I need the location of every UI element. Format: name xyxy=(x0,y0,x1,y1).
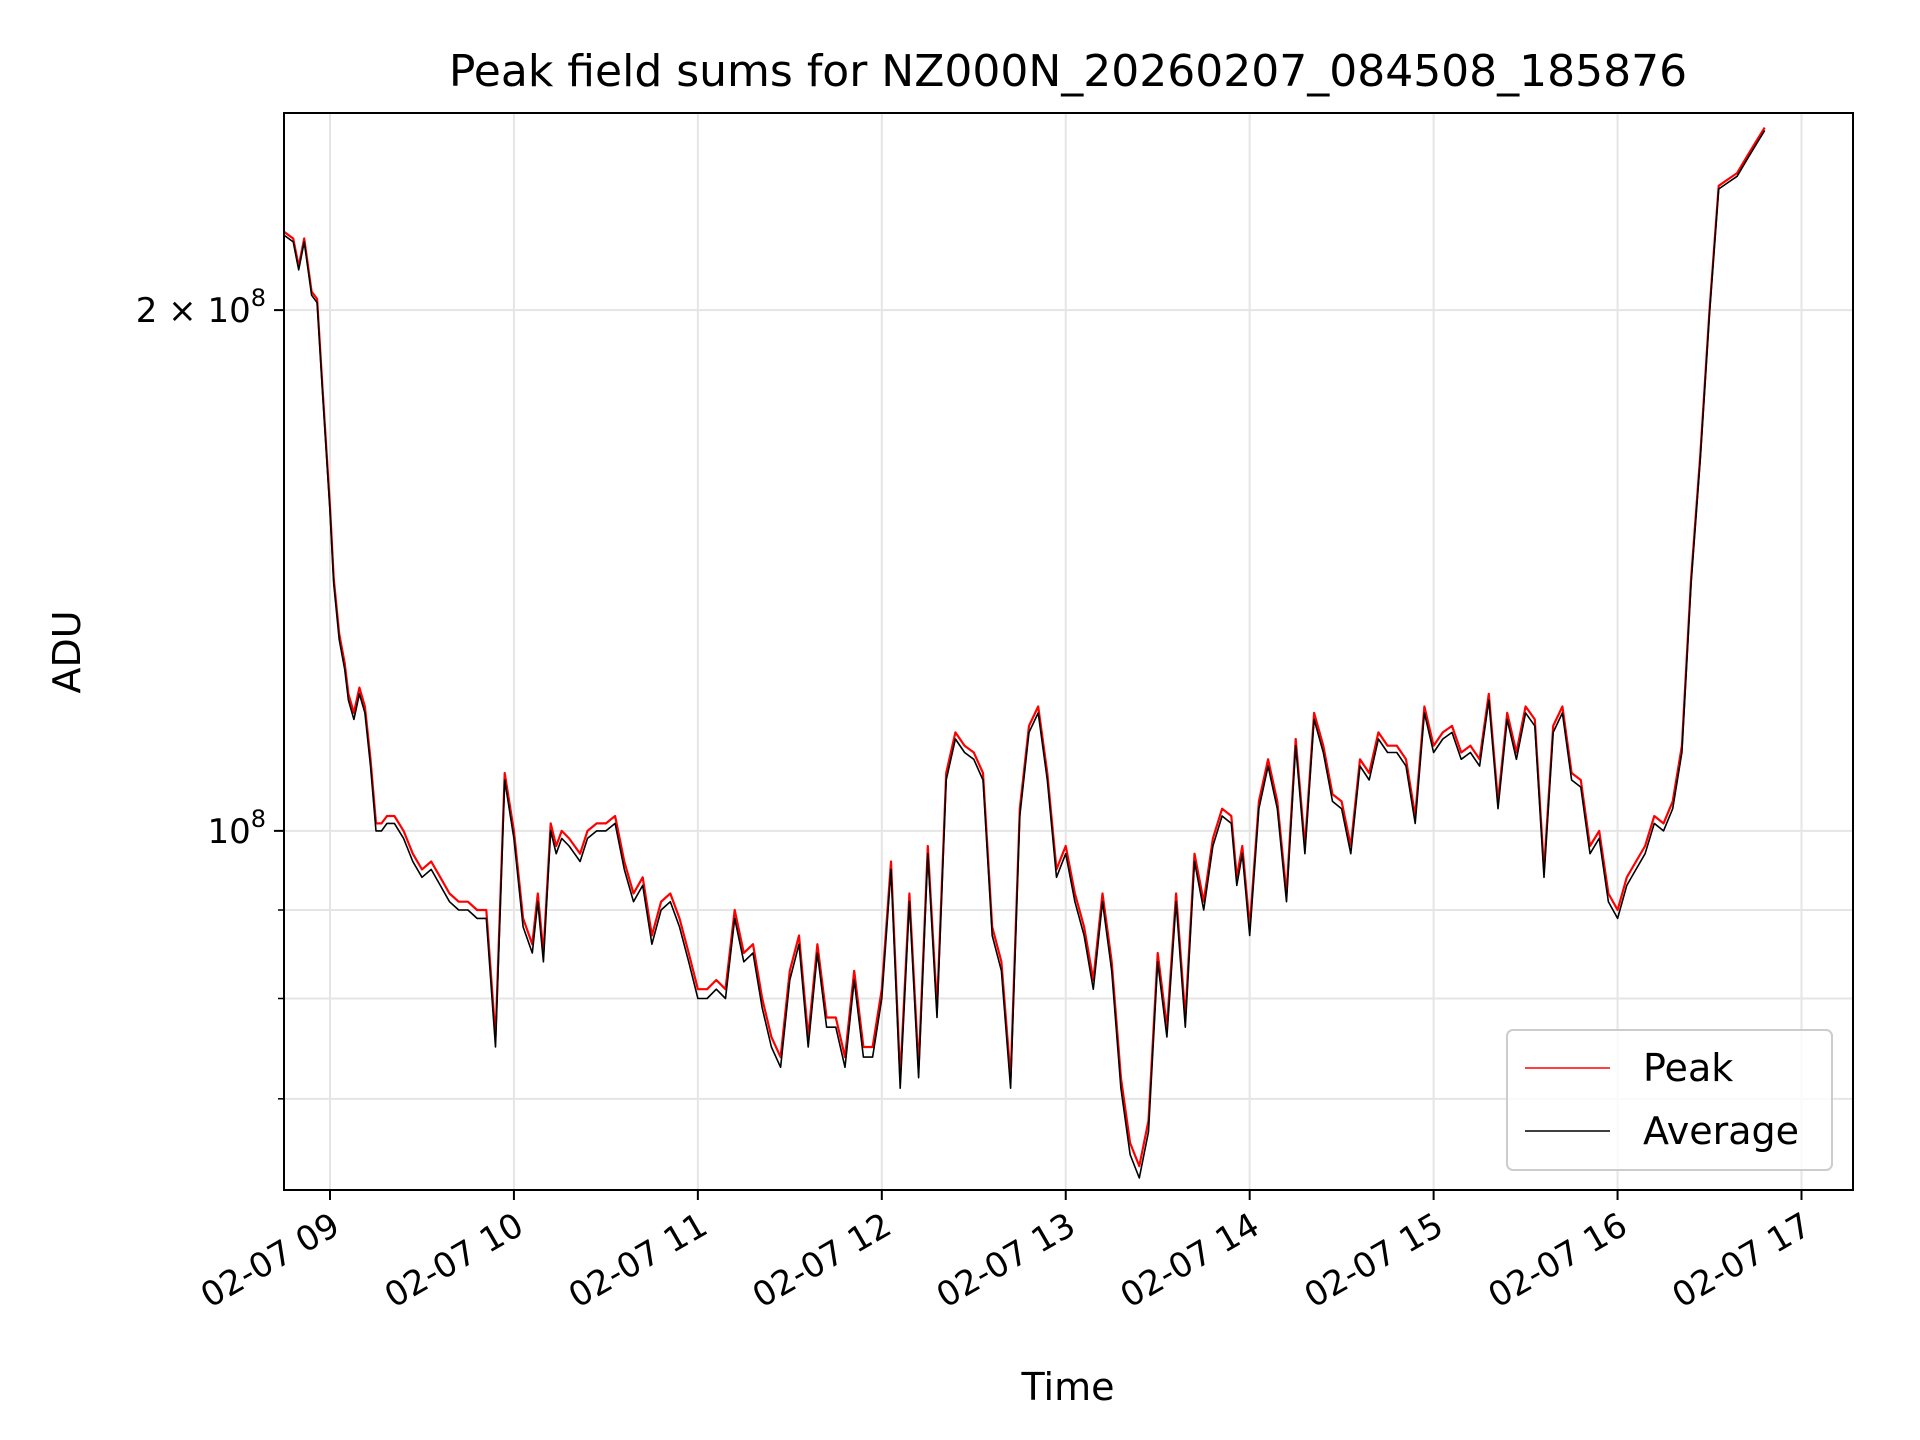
y-axis-label: ADU xyxy=(45,610,89,693)
legend-label-average: Average xyxy=(1643,1109,1799,1153)
x-axis-label: Time xyxy=(1021,1365,1115,1409)
chart-title: Peak field sums for NZ000N_20260207_0845… xyxy=(449,46,1687,97)
series-layer xyxy=(284,127,1766,1179)
grid-lines xyxy=(284,113,1853,1190)
series-line-average xyxy=(284,130,1766,1179)
legend-box xyxy=(1506,1029,1833,1171)
legend-label-peak: Peak xyxy=(1643,1046,1733,1090)
y-tick-label: 2 × 108 xyxy=(136,284,266,331)
legend: Peak Average xyxy=(1506,1029,1833,1171)
plot-frame xyxy=(283,112,1854,1191)
